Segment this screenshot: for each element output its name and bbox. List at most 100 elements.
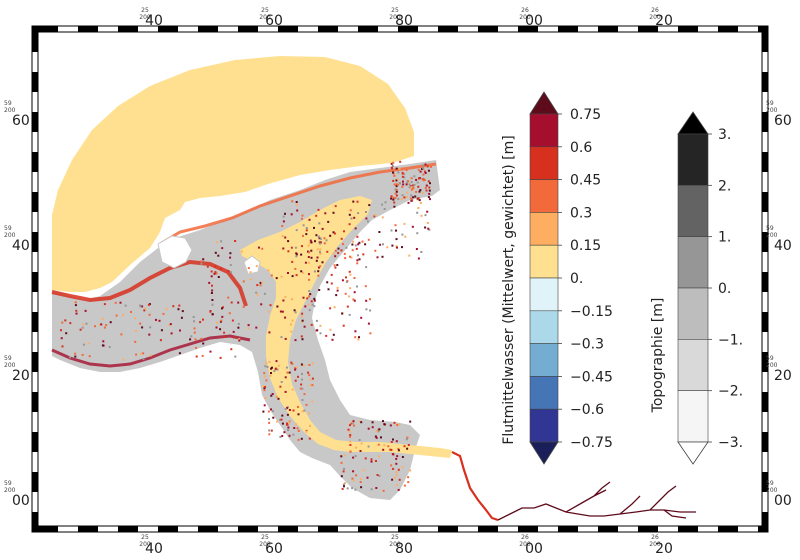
texture-dot — [377, 430, 380, 433]
texture-dot — [311, 384, 314, 387]
texture-dot — [401, 246, 403, 249]
texture-dot — [345, 276, 347, 279]
texture-dot — [422, 164, 425, 167]
texture-dot — [264, 365, 267, 368]
texture-dot — [326, 250, 329, 253]
lat-tick-deg: 59 — [4, 100, 12, 107]
colorbar-box — [677, 339, 709, 391]
texture-dot — [286, 371, 289, 374]
texture-dot — [294, 368, 297, 371]
lon-tick-sub: 200 — [519, 14, 531, 21]
texture-dot — [387, 445, 390, 448]
frame-seg-top — [318, 26, 338, 32]
texture-dot — [390, 229, 393, 232]
texture-dot — [395, 229, 397, 232]
texture-dot — [148, 313, 151, 316]
texture-dot — [108, 346, 111, 348]
texture-dot — [75, 309, 78, 312]
texture-dot — [384, 201, 387, 204]
texture-dot — [395, 474, 398, 477]
texture-dot — [300, 270, 303, 273]
texture-dot — [390, 162, 393, 165]
texture-dot — [403, 176, 406, 179]
texture-dot — [382, 448, 385, 451]
texture-dot — [374, 249, 377, 252]
lon-tick-min: 80 — [395, 13, 413, 29]
texture-dot — [349, 444, 352, 446]
texture-dot — [395, 462, 398, 465]
texture-dot — [202, 258, 205, 261]
texture-dot — [393, 205, 396, 208]
texture-dot — [290, 361, 293, 364]
texture-dot — [412, 188, 414, 191]
texture-dot — [258, 246, 260, 249]
texture-dot — [299, 387, 302, 390]
texture-dot — [238, 338, 241, 341]
texture-dot — [351, 477, 354, 480]
colorbar-box — [529, 113, 559, 148]
texture-dot — [259, 281, 262, 284]
texture-dot — [308, 309, 311, 312]
texture-dot — [357, 254, 359, 257]
colorbar-box — [529, 343, 559, 377]
texture-dot — [414, 195, 417, 198]
texture-dot — [302, 364, 305, 367]
texture-dot — [200, 260, 203, 263]
texture-dot — [206, 265, 209, 268]
texture-dot — [362, 469, 365, 472]
frame-seg-top — [198, 26, 218, 32]
texture-dot — [356, 259, 359, 262]
texture-dot — [294, 379, 297, 382]
texture-dot — [382, 243, 384, 246]
texture-dot — [209, 310, 212, 313]
texture-dot — [375, 460, 377, 462]
texture-dot — [302, 234, 304, 237]
frame-corner — [32, 526, 38, 532]
texture-dot — [307, 256, 310, 258]
frame-seg-top — [278, 26, 298, 32]
colorbar-box — [677, 185, 709, 237]
texture-dot — [424, 163, 427, 166]
lat-tick-sub: 200 — [4, 107, 16, 114]
frame-seg-left — [32, 432, 38, 452]
lon-tick-sub: 200 — [519, 541, 531, 548]
texture-dot — [295, 201, 298, 203]
texture-dot — [122, 358, 125, 361]
lon-tick-min: 20 — [655, 13, 673, 29]
texture-dot — [256, 284, 259, 287]
texture-dot — [280, 381, 283, 383]
frame-seg-top — [638, 26, 658, 32]
texture-dot — [141, 305, 144, 308]
texture-dot — [178, 352, 181, 355]
texture-dot — [418, 190, 421, 193]
texture-dot — [317, 208, 320, 211]
texture-dot — [177, 308, 180, 311]
texture-dot — [211, 313, 214, 316]
texture-dot — [193, 331, 196, 334]
frame-seg-top — [518, 26, 538, 32]
lat-tick-sub: 200 — [766, 232, 778, 239]
texture-dot — [395, 179, 398, 182]
texture-dot — [357, 338, 360, 341]
texture-dot — [84, 309, 87, 312]
texture-dot — [147, 303, 150, 306]
frame-seg-bottom — [118, 526, 138, 532]
texture-dot — [382, 489, 385, 492]
texture-dot — [210, 275, 213, 278]
lat-tick-min: 40 — [774, 238, 792, 254]
texture-dot — [419, 170, 422, 173]
texture-dot — [306, 297, 309, 300]
texture-dot — [333, 264, 336, 267]
texture-dot — [139, 352, 142, 355]
texture-dot — [371, 421, 374, 424]
texture-dot — [180, 316, 183, 319]
texture-dot — [292, 409, 295, 412]
texture-dot — [351, 243, 354, 246]
texture-dot — [421, 192, 424, 195]
texture-dot — [423, 178, 426, 181]
texture-dot — [367, 427, 370, 430]
lon-tick-min: 40 — [145, 541, 163, 557]
texture-dot — [392, 453, 395, 456]
texture-dot — [294, 367, 297, 370]
